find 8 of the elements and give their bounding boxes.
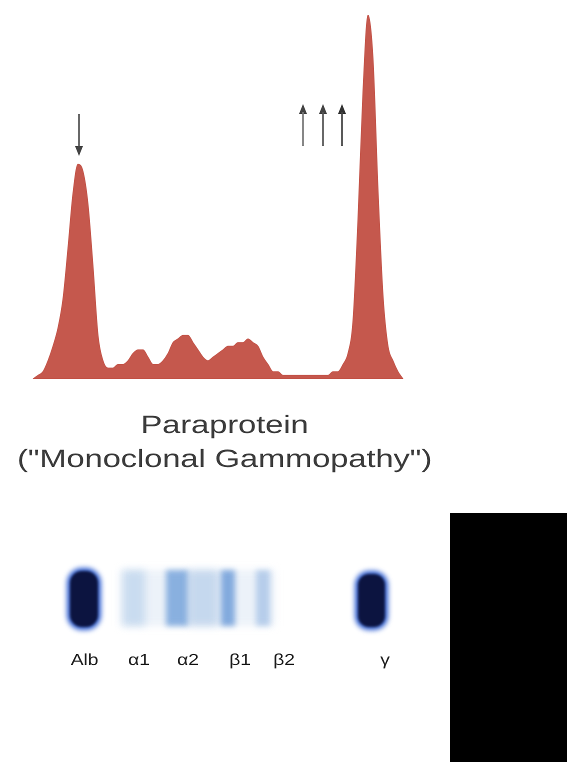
text: β1 <box>229 652 251 670</box>
text: β2 <box>273 652 295 670</box>
text: Paraprotein <box>140 410 310 440</box>
text: γ <box>380 652 390 670</box>
text: α2 <box>177 652 199 670</box>
text: Alb <box>70 652 98 670</box>
text: α1 <box>128 652 150 670</box>
text: ("Monoclonal Gammopathy") <box>17 444 433 474</box>
